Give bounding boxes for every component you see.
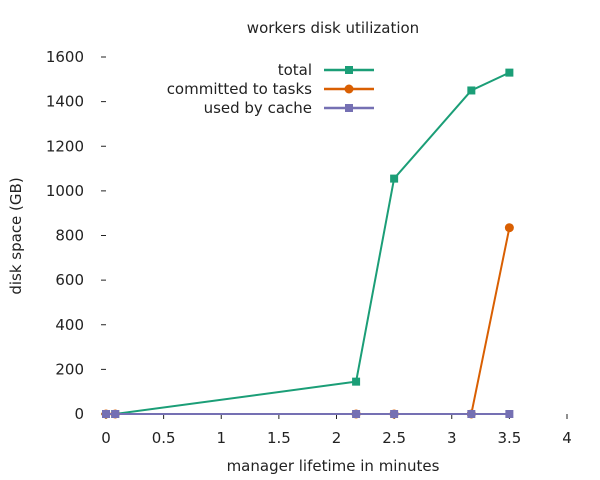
legend-entry: used by cache <box>204 99 374 117</box>
data-point <box>352 410 361 418</box>
x-tick-label: 0.5 <box>152 429 176 447</box>
series-line <box>106 227 511 415</box>
y-tick-label: 800 <box>55 227 84 245</box>
y-tick-label: 0 <box>74 405 84 423</box>
series-1 <box>101 223 514 419</box>
data-point <box>102 410 110 418</box>
axes: 0 200 400 600 800 1000 1200 1400 1600 0 0.5 1 1.5 2 2.… <box>46 48 572 447</box>
data-point <box>390 174 399 183</box>
series-layer <box>101 68 514 419</box>
legend-swatch-marker <box>345 104 353 112</box>
data-point <box>390 410 399 418</box>
y-tick-label: 600 <box>55 271 84 289</box>
y-tick-label: 400 <box>55 316 84 334</box>
chart-title: workers disk utilization <box>247 19 419 37</box>
legend-label: used by cache <box>204 99 312 117</box>
legend-entry: committed to tasks <box>167 80 374 98</box>
data-point <box>467 86 476 95</box>
x-tick-label: 4 <box>562 429 572 447</box>
y-tick-label: 200 <box>55 360 84 378</box>
series-2 <box>102 410 514 418</box>
legend-swatch-marker <box>345 66 353 74</box>
y-tick-label: 1200 <box>46 137 84 155</box>
y-axis-label: disk space (GB) <box>7 177 25 294</box>
series-0 <box>102 68 514 418</box>
data-point <box>505 68 514 77</box>
legend-entry: total <box>278 61 374 79</box>
x-tick-label: 3 <box>447 429 457 447</box>
legend-label: total <box>278 61 312 79</box>
x-tick-label: 0 <box>101 429 111 447</box>
y-tick-label: 1000 <box>46 182 84 200</box>
series-line <box>106 71 510 415</box>
data-point <box>352 377 361 386</box>
y-tick-label: 1400 <box>46 93 84 111</box>
x-tick-label: 2 <box>332 429 342 447</box>
data-point <box>467 410 476 418</box>
data-point <box>504 223 514 233</box>
data-point <box>505 410 514 418</box>
data-point <box>111 410 120 418</box>
legend-swatch-marker <box>344 84 354 94</box>
x-tick-label: 1 <box>216 429 226 447</box>
x-tick-label: 1.5 <box>267 429 291 447</box>
x-tick-label: 3.5 <box>497 429 521 447</box>
y-tick-label: 1600 <box>46 48 84 66</box>
legend-label: committed to tasks <box>167 80 312 98</box>
x-tick-label: 2.5 <box>382 429 406 447</box>
x-axis-label: manager lifetime in minutes <box>227 457 440 475</box>
